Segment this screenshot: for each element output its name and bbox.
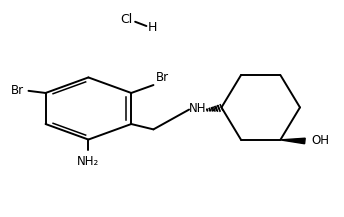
Text: Cl: Cl: [120, 13, 132, 26]
Text: H: H: [148, 21, 157, 35]
Text: NH: NH: [189, 102, 206, 115]
Polygon shape: [280, 138, 305, 144]
Text: OH: OH: [311, 135, 329, 148]
Text: Br: Br: [11, 84, 24, 97]
Text: Br: Br: [156, 71, 169, 84]
Text: NH₂: NH₂: [77, 155, 99, 168]
